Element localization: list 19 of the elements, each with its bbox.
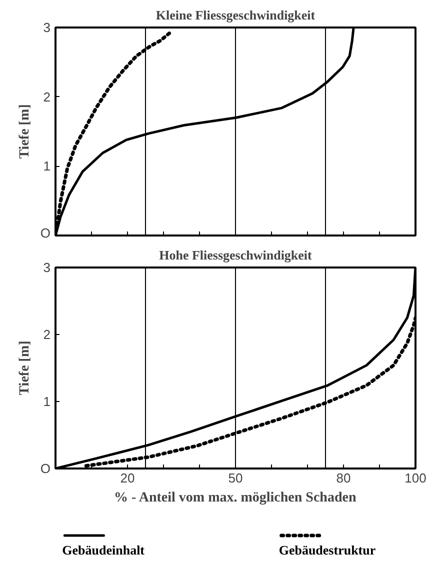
y-tick-label: 1 [43, 158, 51, 174]
y-tick-label: 2 [43, 327, 51, 342]
y-tick-label: 2 [43, 89, 51, 104]
chart-title: Hohe Fliessgeschwindigkeit [159, 248, 313, 262]
y-tick-label: 3 [43, 260, 51, 275]
legend-label: Gebäudeinhalt [62, 542, 146, 558]
x-tick-label: 20 [120, 470, 135, 486]
chart-title: Kleine Fliessgeschwindigkeit [156, 8, 316, 22]
y-tick-label: 3 [43, 20, 51, 35]
x-axis-title: % - Anteil vom max. möglichen Schaden [114, 490, 356, 506]
y-axis-title: Tiefe [m] [17, 340, 32, 396]
y-axis-title: Tiefe [m] [17, 104, 32, 159]
x-tick-label: 100 [404, 470, 426, 486]
y-tick-label: O [40, 461, 51, 476]
x-tick-label: 50 [228, 470, 243, 486]
y-tick-label: O [40, 226, 51, 240]
legend-label: Gebäudestruktur [278, 542, 376, 558]
x-tick-label: 80 [336, 470, 351, 486]
y-tick-label: 1 [43, 394, 51, 409]
